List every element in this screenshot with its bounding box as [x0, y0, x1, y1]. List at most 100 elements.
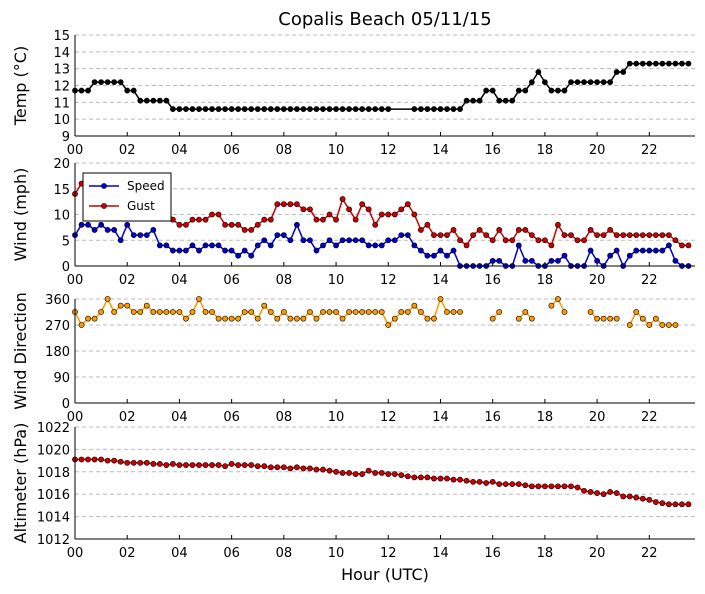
- x-tick-label: 06: [223, 143, 240, 158]
- data-point: [404, 201, 411, 208]
- data-point: [555, 483, 561, 490]
- data-point: [398, 206, 405, 213]
- x-tick-label: 06: [223, 410, 240, 425]
- data-point: [280, 232, 287, 238]
- data-point: [385, 106, 392, 112]
- data-point: [111, 457, 118, 464]
- data-point: [287, 201, 294, 208]
- data-point: [313, 315, 320, 322]
- data-point: [555, 221, 561, 228]
- x-tick-label: 04: [171, 410, 188, 425]
- data-point: [417, 247, 424, 254]
- data-point: [248, 462, 255, 468]
- data-point: [489, 315, 496, 322]
- y-tick-label: 20: [53, 157, 70, 172]
- x-tick-label: 04: [171, 273, 188, 288]
- data-point: [359, 309, 366, 315]
- data-point: [235, 315, 242, 322]
- data-point: [137, 232, 144, 238]
- data-point: [679, 501, 685, 508]
- x-tick-label: 16: [484, 143, 501, 158]
- data-point: [607, 489, 614, 495]
- data-point: [189, 216, 196, 223]
- data-point: [267, 242, 274, 249]
- data-point: [261, 463, 268, 470]
- data-point: [222, 106, 229, 112]
- data-point: [333, 309, 339, 315]
- data-point: [228, 247, 235, 254]
- data-point: [183, 247, 189, 254]
- data-point: [594, 79, 601, 86]
- x-tick-label: 14: [432, 410, 449, 425]
- x-axis-label: Hour (UTC): [341, 565, 429, 584]
- data-point: [496, 257, 503, 264]
- data-point: [483, 480, 490, 486]
- data-point: [143, 302, 150, 309]
- data-point: [535, 69, 542, 75]
- data-point: [261, 302, 268, 309]
- x-tick-label: 10: [328, 273, 345, 288]
- data-point: [633, 232, 640, 238]
- data-point: [98, 309, 105, 315]
- data-point: [189, 462, 196, 468]
- data-point: [620, 69, 627, 75]
- data-point: [130, 309, 137, 315]
- data-point: [444, 252, 450, 259]
- data-point: [333, 468, 339, 475]
- data-point: [639, 247, 646, 254]
- data-point: [594, 490, 601, 496]
- data-point: [541, 79, 548, 86]
- data-point: [385, 211, 392, 218]
- data-point: [568, 79, 574, 86]
- data-point: [444, 475, 450, 482]
- x-tick-label: 16: [484, 273, 501, 288]
- data-point: [300, 106, 307, 112]
- data-point: [313, 247, 320, 254]
- data-point: [346, 309, 353, 315]
- data-point: [183, 315, 189, 322]
- x-tick-label: 12: [380, 546, 397, 561]
- data-point: [333, 106, 339, 112]
- data-point: [391, 211, 398, 218]
- data-point: [561, 87, 568, 94]
- data-point: [241, 227, 248, 233]
- x-tick-label: 22: [641, 546, 658, 561]
- data-point: [633, 309, 640, 315]
- data-point: [581, 487, 587, 494]
- data-point: [652, 60, 659, 67]
- data-point: [515, 227, 522, 233]
- data-point: [548, 302, 555, 309]
- data-point: [313, 106, 320, 112]
- data-point: [163, 309, 170, 315]
- data-point: [541, 237, 548, 244]
- y-tick-label: 1018: [37, 466, 70, 481]
- data-point: [254, 106, 261, 112]
- data-point: [665, 232, 672, 238]
- data-point: [411, 302, 418, 309]
- data-point: [515, 242, 522, 249]
- data-point: [463, 97, 470, 104]
- data-point: [424, 106, 431, 112]
- data-point: [646, 247, 653, 254]
- data-point: [685, 60, 692, 67]
- data-point: [528, 315, 535, 322]
- data-point: [385, 322, 392, 328]
- data-point: [169, 461, 176, 467]
- data-point: [150, 309, 157, 315]
- data-point: [646, 60, 653, 67]
- data-point: [646, 496, 653, 503]
- data-point: [124, 87, 131, 94]
- data-point: [404, 309, 411, 315]
- data-point: [404, 232, 411, 238]
- data-point: [209, 309, 215, 315]
- data-point: [652, 315, 659, 322]
- y-tick-label: 90: [53, 371, 70, 386]
- data-point: [607, 79, 614, 86]
- y-axis-label: Temp (°C): [11, 46, 30, 126]
- data-point: [385, 471, 392, 477]
- data-point: [196, 247, 202, 254]
- data-point: [431, 315, 437, 322]
- data-point: [672, 60, 679, 67]
- data-point: [215, 462, 222, 468]
